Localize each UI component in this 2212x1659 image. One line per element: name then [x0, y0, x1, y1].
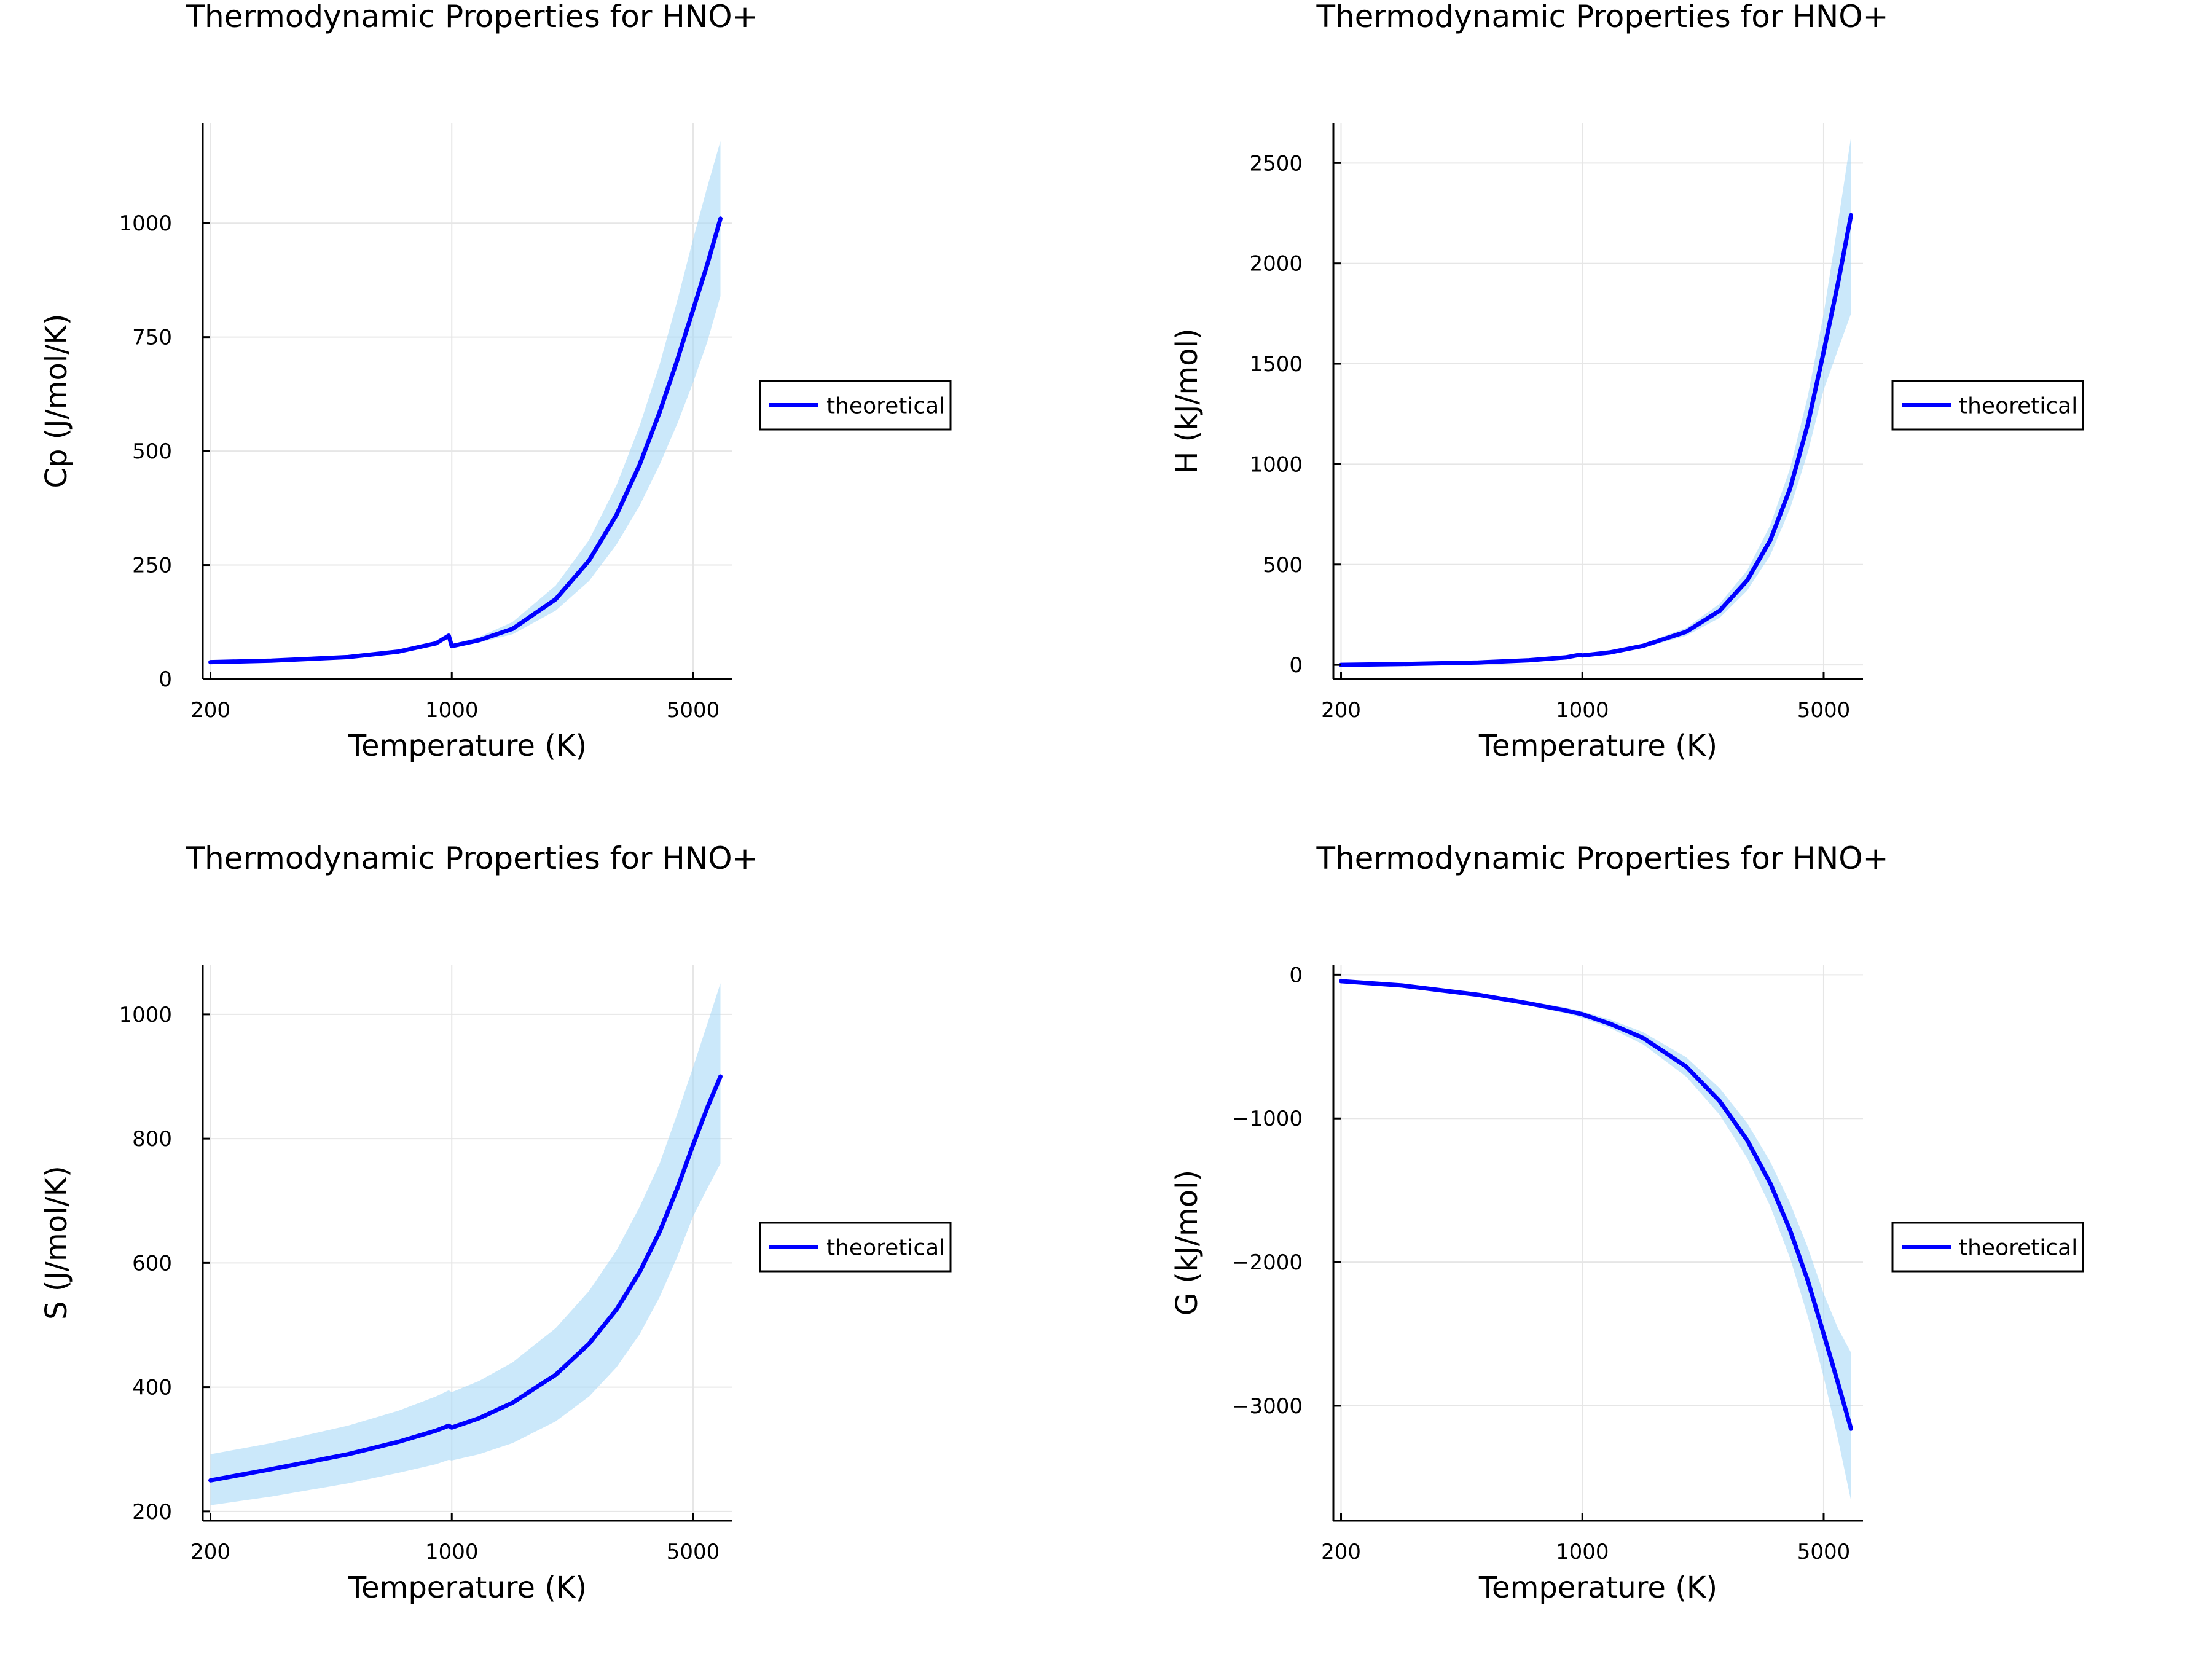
legend: theoretical [759, 380, 952, 431]
x-tick-label: 5000 [1797, 1540, 1851, 1564]
y-axis-label: S (J/mol/K) [39, 1166, 74, 1320]
y-tick-label: 500 [132, 439, 172, 464]
y-tick-label: 2500 [1249, 151, 1303, 176]
legend: theoretical [1891, 380, 2084, 431]
chart-title: Thermodynamic Properties for HNO+ [185, 0, 758, 34]
y-axis-label: Cp (J/mol/K) [39, 313, 74, 488]
series-line-theoretical [208, 216, 723, 665]
x-tick-label: 200 [190, 698, 230, 723]
uncertainty-band [1341, 981, 1851, 1501]
chart-title: Thermodynamic Properties for HNO+ [185, 841, 758, 876]
x-tick-label: 1000 [425, 698, 479, 723]
x-axis-label: Temperature (K) [1478, 729, 1717, 763]
x-tick-label: 1000 [425, 1540, 479, 1564]
y-tick-label: 1500 [1249, 352, 1303, 377]
y-tick-label: −3000 [1232, 1394, 1303, 1419]
y-tick-label: 500 [1263, 553, 1303, 578]
chart-panel-2: 200 1000 5000 0 500 1000 1500 2000 2500 Thermodyn… [1170, 0, 2084, 763]
y-axis-label: G (kJ/mol) [1170, 1170, 1204, 1316]
x-axis-label: Temperature (K) [348, 729, 587, 763]
x-tick-label: 5000 [1797, 698, 1851, 723]
series-line-theoretical [1339, 213, 1853, 667]
uncertainty-band [210, 141, 721, 663]
y-tick-label: 200 [132, 1500, 172, 1524]
uncertainty-band [210, 983, 721, 1505]
y-tick-label: 1000 [1249, 452, 1303, 477]
y-tick-label: −1000 [1232, 1107, 1303, 1131]
legend: theoretical [1891, 1222, 2084, 1273]
chart-panel-3: 200 1000 5000 200 400 600 800 1000 Thermodynamic… [39, 841, 952, 1605]
legend-label-theoretical: theoretical [1959, 1236, 2077, 1261]
x-axis-label: Temperature (K) [348, 1571, 587, 1605]
y-tick-label: 800 [132, 1127, 172, 1151]
x-tick-label: 5000 [667, 698, 720, 723]
y-tick-label: 1000 [119, 211, 172, 236]
x-tick-label: 200 [1321, 698, 1361, 723]
chart-panel-1: 200 1000 5000 0 250 500 750 1000 Thermodynamic P… [39, 0, 952, 763]
x-tick-label: 200 [1321, 1540, 1361, 1564]
chart-panel-4: 200 1000 5000 0 −1000 −2000 −3000 Thermodynamic… [1170, 841, 2084, 1605]
x-tick-label: 5000 [667, 1540, 720, 1564]
y-tick-label: 1000 [119, 1003, 172, 1027]
legend-label-theoretical: theoretical [826, 394, 945, 419]
y-tick-label: 750 [132, 326, 172, 350]
legend-label-theoretical: theoretical [826, 1236, 945, 1261]
y-tick-label: 2000 [1249, 252, 1303, 276]
x-tick-label: 200 [190, 1540, 230, 1564]
legend: theoretical [759, 1222, 952, 1273]
y-tick-label: 0 [1289, 963, 1303, 987]
legend-label-theoretical: theoretical [1959, 394, 2077, 419]
chart-title: Thermodynamic Properties for HNO+ [1316, 0, 1888, 34]
series-line-theoretical [208, 1074, 723, 1483]
chart-title: Thermodynamic Properties for HNO+ [1316, 841, 1888, 876]
series-line-theoretical [1339, 979, 1853, 1431]
y-tick-label: 0 [159, 667, 172, 692]
x-tick-label: 1000 [1556, 698, 1609, 723]
y-tick-label: −2000 [1232, 1250, 1303, 1275]
x-axis-label: Temperature (K) [1478, 1571, 1717, 1605]
x-tick-label: 1000 [1556, 1540, 1609, 1564]
y-tick-label: 250 [132, 554, 172, 578]
y-tick-label: 0 [1289, 653, 1303, 678]
y-tick-label: 400 [132, 1376, 172, 1400]
y-axis-label: H (kJ/mol) [1170, 328, 1204, 473]
y-tick-label: 600 [132, 1251, 172, 1276]
